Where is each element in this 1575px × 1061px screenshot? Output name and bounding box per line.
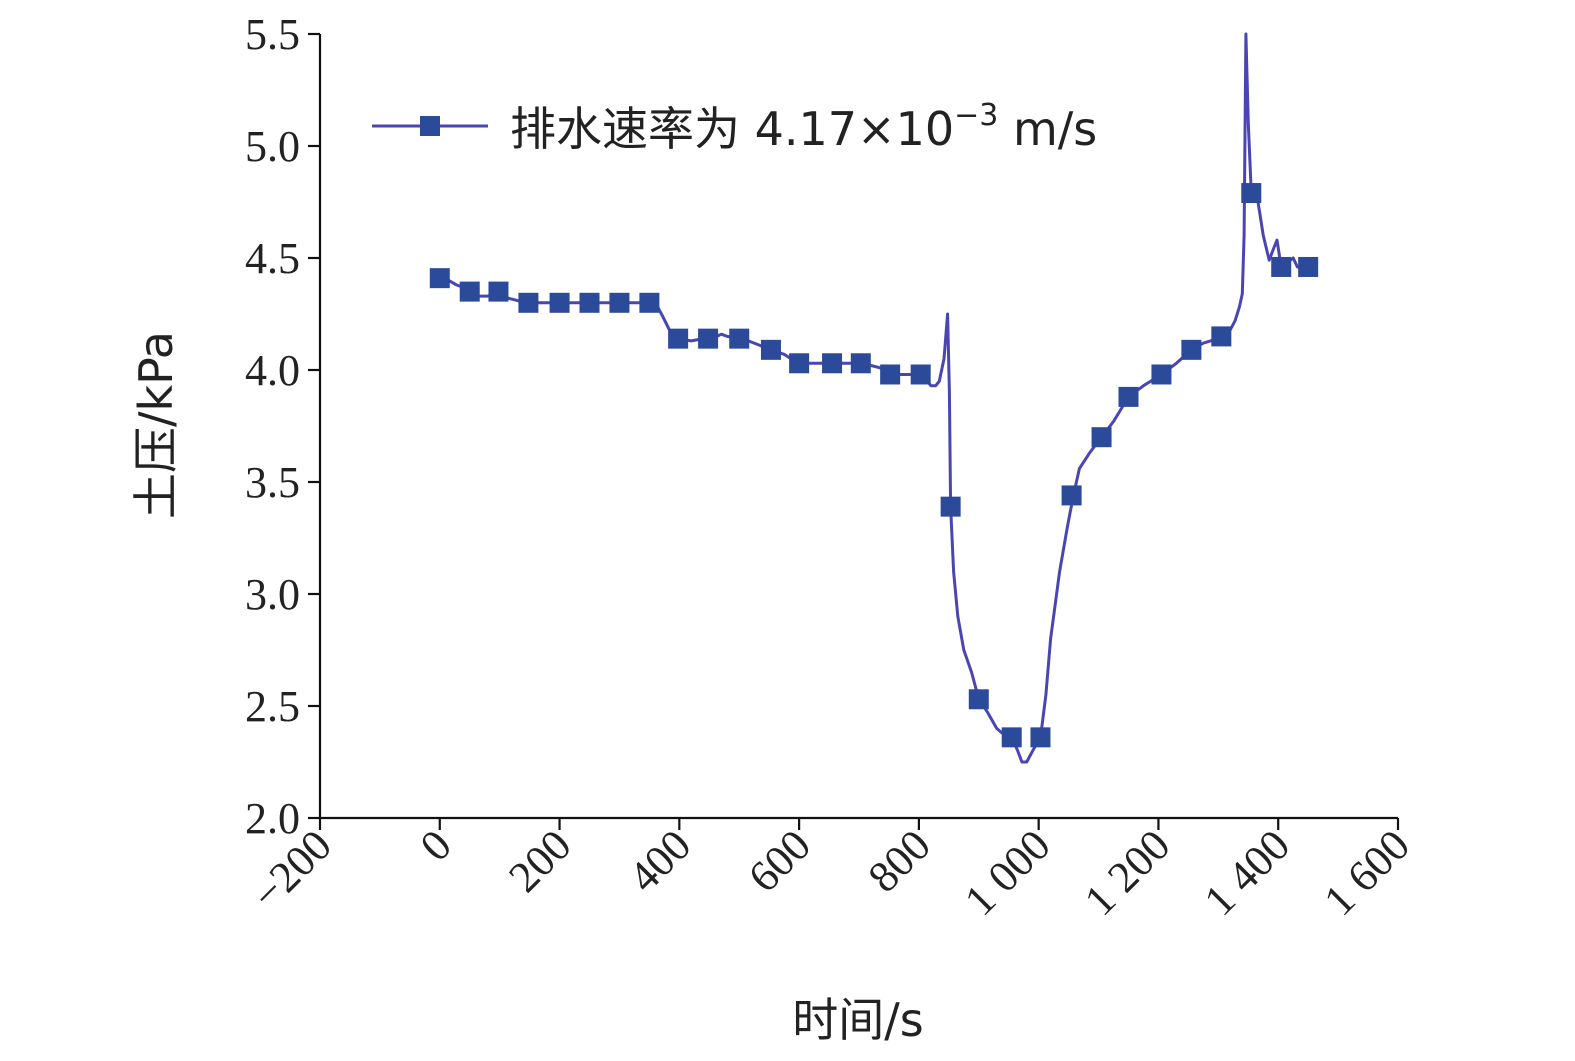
series-marker — [1211, 326, 1232, 347]
series-marker — [1151, 364, 1172, 385]
y-axis-title: 土压/kPa — [129, 331, 183, 519]
series-marker — [1181, 339, 1202, 360]
series-marker — [1298, 256, 1319, 277]
series-marker — [698, 328, 719, 349]
x-tick-label: 400 — [619, 820, 700, 901]
legend-marker — [420, 116, 440, 136]
series-marker — [668, 328, 689, 349]
series-marker — [488, 281, 509, 302]
series-marker — [1118, 386, 1139, 407]
series-marker — [729, 328, 750, 349]
x-tick-label: 800 — [859, 820, 940, 901]
x-tick-label: 1 600 — [1314, 820, 1419, 925]
x-tick-label: 600 — [739, 820, 820, 901]
series-marker — [789, 353, 810, 374]
x-tick-label: 0 — [411, 820, 461, 870]
series-marker — [579, 292, 600, 313]
x-ticks: −200 0 200 400 600 800 1 000 1 200 1 400 1 600 — [242, 818, 1419, 925]
y-tick-label: 3.5 — [245, 458, 300, 507]
series-marker — [459, 281, 480, 302]
legend-label-superscript: −3 — [954, 98, 998, 133]
series-marker — [639, 292, 660, 313]
series-marker — [429, 268, 450, 289]
x-tick-label: 1 200 — [1075, 820, 1180, 925]
y-ticks: 2.0 2.5 3.0 3.5 4.0 4.5 5.0 5.5 — [245, 10, 320, 843]
series-marker — [1030, 727, 1051, 748]
legend-label-unit: m/s — [998, 102, 1097, 156]
y-tick-label: 5.0 — [245, 122, 300, 171]
y-tick-label: 4.0 — [245, 346, 300, 395]
y-tick-label: 2.5 — [245, 682, 300, 731]
y-tick-label: 3.0 — [245, 570, 300, 619]
series-marker — [850, 353, 871, 374]
series-marker — [609, 292, 630, 313]
series-marker — [1271, 256, 1292, 277]
series-marker — [910, 364, 931, 385]
axes — [318, 34, 1398, 820]
series-marker — [940, 496, 961, 517]
series-marker — [1001, 727, 1022, 748]
series-marker — [1091, 427, 1112, 448]
series-marker — [518, 292, 539, 313]
x-tick-label: 1 400 — [1195, 820, 1300, 925]
series-marker — [880, 364, 901, 385]
x-tick-label: 200 — [499, 820, 580, 901]
legend: 排水速率为 4.17×10−3 m/s — [372, 98, 1097, 156]
legend-label: 排水速率为 4.17×10−3 m/s — [510, 98, 1097, 156]
series-marker — [968, 689, 989, 710]
x-axis-title: 时间/s — [792, 993, 923, 1047]
series-marker — [549, 292, 570, 313]
series-marker — [1061, 485, 1082, 506]
legend-label-main: 排水速率为 4.17×10 — [510, 102, 954, 156]
series-marker — [760, 339, 781, 360]
series-marker — [822, 353, 843, 374]
x-tick-label: 1 000 — [955, 820, 1060, 925]
y-tick-label: 2.0 — [245, 794, 300, 843]
series-layer — [429, 32, 1319, 764]
y-tick-label: 4.5 — [245, 234, 300, 283]
series-marker — [1241, 183, 1262, 204]
y-tick-label: 5.5 — [245, 10, 300, 59]
